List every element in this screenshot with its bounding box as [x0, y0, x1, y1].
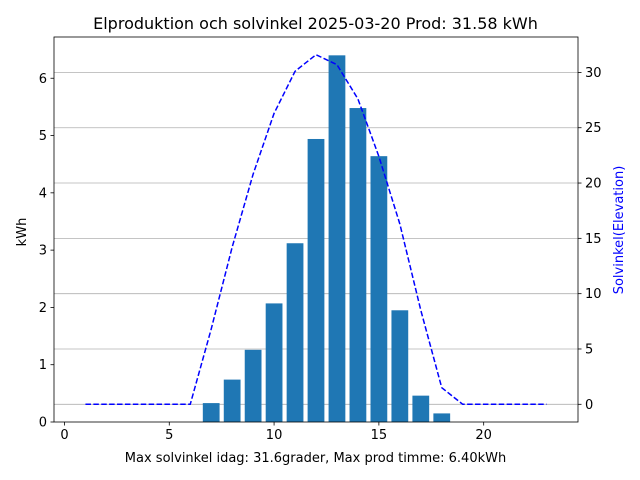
x-tick-label: 20: [475, 428, 492, 443]
bar: [202, 403, 220, 422]
y-tick-label: 3: [39, 244, 47, 259]
y2-axis-label: Solvinkel(Elevation): [612, 166, 627, 295]
y-tick-label: 6: [39, 72, 47, 87]
bar: [433, 413, 451, 422]
x-tick-label: 5: [165, 428, 173, 443]
y2-tick-label: 15: [585, 232, 602, 247]
y2-tick-label: 20: [585, 177, 602, 192]
x-axis-label: Max solvinkel idag: 31.6grader, Max prod…: [125, 451, 506, 466]
plot-frame: [53, 36, 579, 423]
bar: [370, 156, 388, 422]
chart-title: Elproduktion och solvinkel 2025-03-20 Pr…: [93, 14, 538, 33]
x-tick-label: 10: [266, 428, 283, 443]
y-tick-label: 1: [39, 358, 47, 373]
bar: [223, 379, 241, 422]
y-tick-label: 2: [39, 301, 47, 316]
bar: [349, 108, 367, 423]
y2-tick-label: 0: [585, 398, 593, 413]
x-tick-label: 15: [371, 428, 388, 443]
bar: [286, 243, 304, 422]
elevation-line: [85, 53, 547, 406]
bar: [307, 138, 325, 422]
y2-tick-label: 25: [585, 121, 602, 136]
bar: [328, 55, 346, 422]
y-tick-label: 0: [39, 416, 47, 431]
bar: [244, 349, 262, 422]
x-tick-label: 0: [60, 428, 68, 443]
y2-tick-label: 10: [585, 287, 602, 302]
y-tick-label: 5: [39, 129, 47, 144]
y-axis-label: kWh: [15, 218, 30, 247]
y2-tick-label: 30: [585, 66, 602, 81]
bar: [391, 310, 409, 422]
plot-area: 0 5 10 15 20 0 1 2 3 4 5 6 0 5 10 15 20 25 30: [39, 36, 602, 443]
y2-tick-label: 5: [585, 342, 593, 357]
bar: [265, 303, 283, 422]
y-tick-label: 4: [39, 186, 47, 201]
bar: [412, 395, 430, 422]
